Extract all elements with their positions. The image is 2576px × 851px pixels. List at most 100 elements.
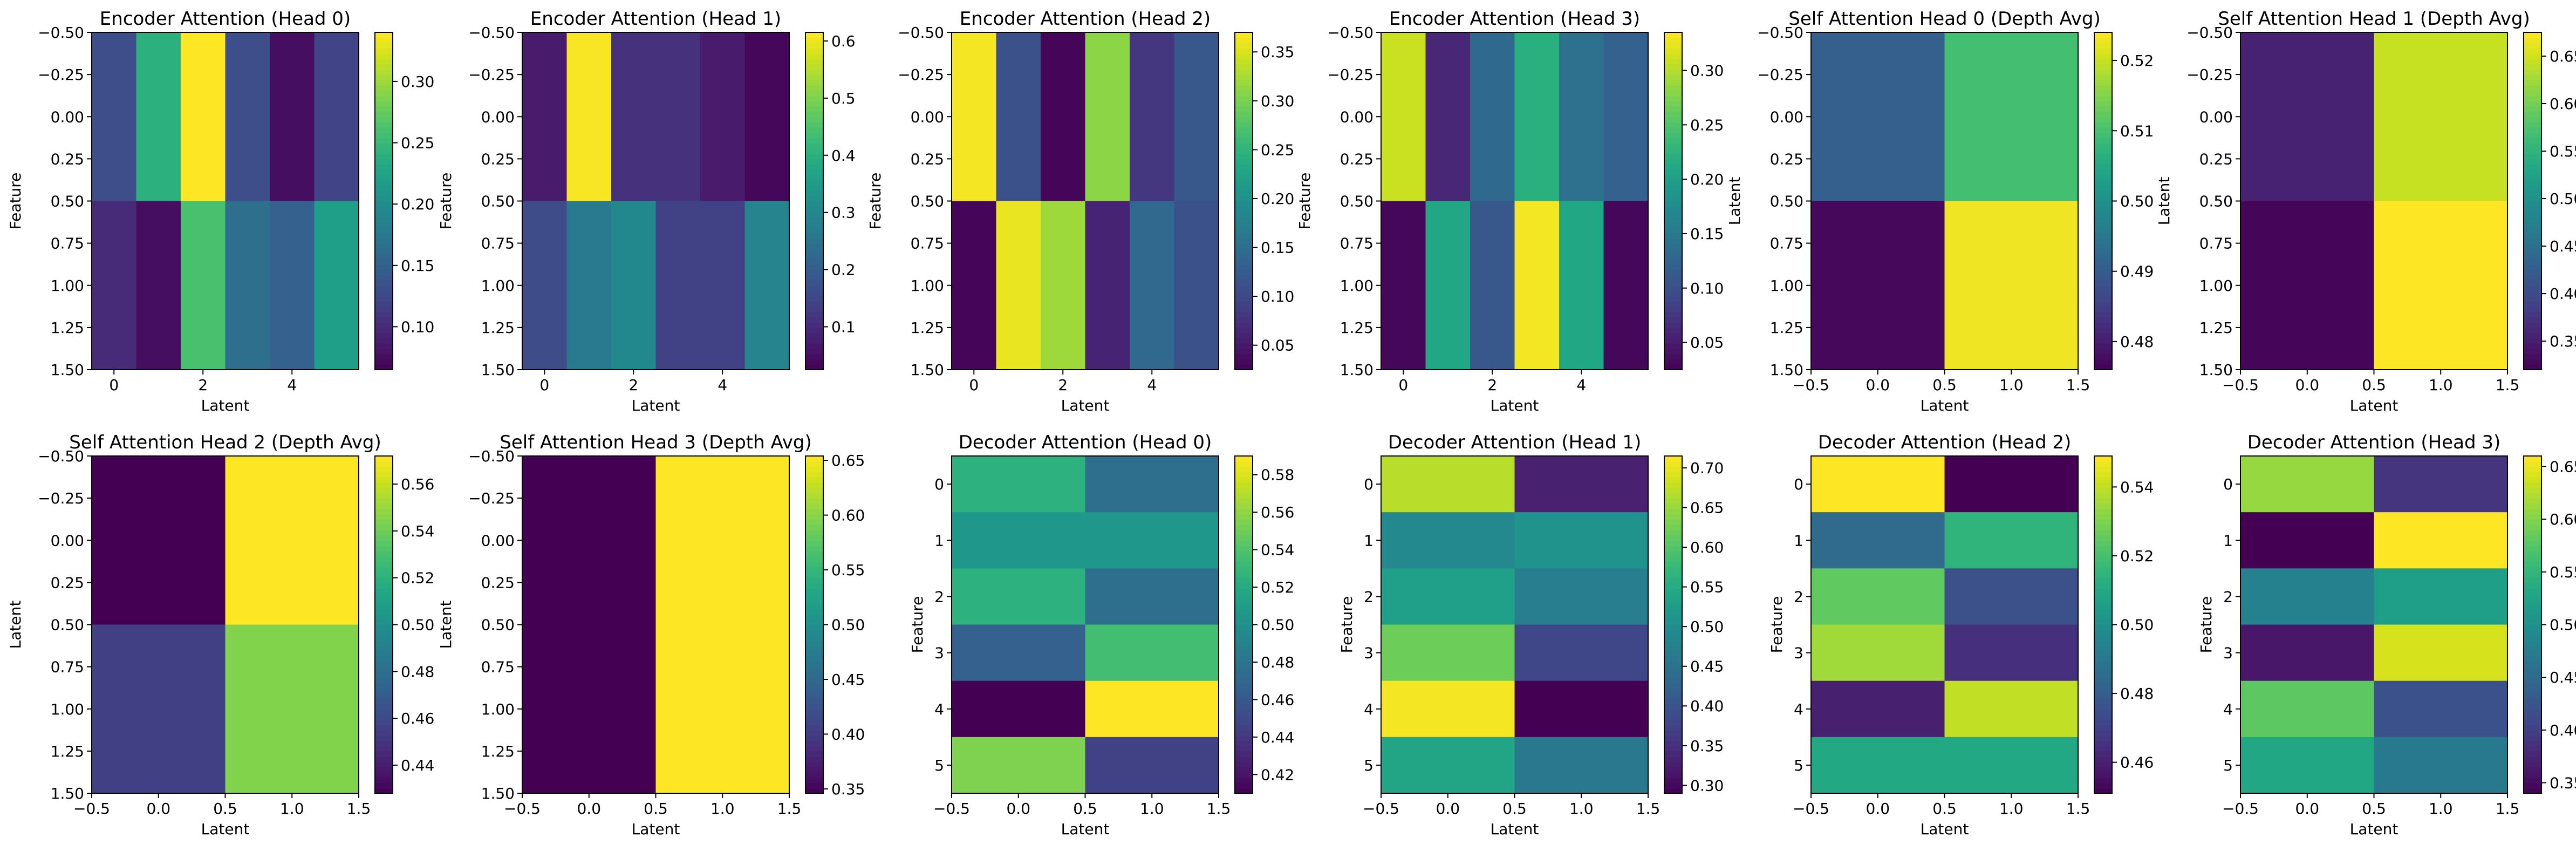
colorbar-tick-label: 0.35 <box>831 780 865 798</box>
heatmap-cell-5-1 <box>1085 737 1219 794</box>
x-tick-label: 0 <box>109 376 119 394</box>
y-tick-label: 0.25 <box>2199 150 2233 168</box>
colorbar-segment <box>1664 258 1682 265</box>
colorbar-segment <box>1235 514 1253 520</box>
colorbar-segment <box>1235 258 1253 265</box>
heatmap-cell-2-1 <box>1514 568 1649 625</box>
x-tick-label: 4 <box>718 376 727 394</box>
colorbar-segment <box>2524 280 2541 286</box>
y-tick-label: −0.50 <box>38 24 84 42</box>
colorbar-segment <box>2094 169 2112 175</box>
colorbar-tick-label: 0.50 <box>401 616 434 634</box>
heatmap-cell-3-1 <box>2374 624 2508 682</box>
colorbar-segment <box>375 148 393 154</box>
colorbar-segment <box>805 619 823 625</box>
colorbar-segment <box>1664 714 1682 720</box>
colorbar-segment <box>1235 598 1253 604</box>
colorbar-tick-label: 0.60 <box>831 507 865 525</box>
colorbar-segment <box>805 567 823 573</box>
colorbar-segment <box>1664 703 1682 710</box>
x-axis-label: Latent <box>201 397 250 414</box>
colorbar-segment <box>1664 301 1682 307</box>
y-tick-label: 0.75 <box>51 658 84 676</box>
colorbar-segment <box>1664 74 1682 80</box>
colorbar-segment <box>375 85 393 91</box>
colorbar-segment <box>1664 588 1682 594</box>
colorbar-segment <box>1664 598 1682 604</box>
colorbar-tick-label: 0.65 <box>2550 47 2576 65</box>
colorbar: 0.05 0.10 0.15 0.20 0.25 0.30 0.35 <box>1234 32 1294 370</box>
colorbar-tick-label: 0.54 <box>2120 478 2154 496</box>
colorbar-segment <box>1664 582 1682 588</box>
y-tick-label: 0.75 <box>1770 235 1803 253</box>
panel-title: Decoder Attention (Head 1) <box>1388 432 1641 453</box>
y-tick-label: −0.50 <box>1327 24 1374 42</box>
y-tick-label: 0.50 <box>51 616 84 634</box>
colorbar-segment <box>2524 306 2541 312</box>
colorbar-segment <box>1235 609 1253 615</box>
colorbar-segment <box>2524 714 2541 720</box>
colorbar-segment <box>375 456 393 462</box>
colorbar-segment <box>805 714 823 720</box>
y-tick-label: 2 <box>2223 588 2233 605</box>
colorbar-segment <box>1664 79 1682 86</box>
colorbar-segment <box>375 514 393 520</box>
colorbar-tick-label: 0.50 <box>2550 190 2576 208</box>
colorbar-segment <box>805 269 823 275</box>
colorbar-tick-label: 0.46 <box>2120 754 2154 772</box>
colorbar-segment <box>1664 195 1682 202</box>
colorbar-segment <box>375 482 393 488</box>
colorbar-segment <box>375 761 393 767</box>
heatmap-cell-0-2 <box>1041 32 1086 202</box>
x-tick-label: 0.5 <box>2362 800 2386 818</box>
colorbar-segment <box>2094 180 2112 186</box>
colorbar-segment <box>2094 561 2112 567</box>
colorbar-segment <box>1235 735 1253 741</box>
colorbar-segment <box>2094 577 2112 583</box>
heatmap-cell-1-5 <box>314 201 359 370</box>
colorbar-segment <box>1235 603 1253 609</box>
x-tick-label: 0.5 <box>1932 376 1957 394</box>
y-tick-label: 0.50 <box>2199 193 2233 210</box>
colorbar-segment <box>805 651 823 657</box>
colorbar-segment <box>1235 43 1253 49</box>
colorbar-segment <box>1235 619 1253 625</box>
colorbar-segment <box>2094 666 2112 673</box>
panel-title: Encoder Attention (Head 2) <box>960 8 1211 30</box>
colorbar-segment <box>1664 677 1682 683</box>
colorbar-segment <box>2524 524 2541 530</box>
colorbar-segment <box>1235 772 1253 778</box>
heatmap-cell-2-1 <box>1085 568 1219 625</box>
colorbar-segment <box>375 498 393 504</box>
colorbar-tick-label: 0.58 <box>1261 466 1294 484</box>
colorbar-segment <box>2094 761 2112 767</box>
colorbar-segment <box>805 582 823 588</box>
heatmap-panel-9: Decoder Attention (Head 0) −0.5 0.0 0.5 1.0 1… <box>908 432 1294 838</box>
y-tick-label: −0.25 <box>468 489 515 507</box>
heatmap-cell-0-1 <box>1085 456 1219 513</box>
heatmap-cell-0-0 <box>1811 32 1945 202</box>
colorbar-segment <box>1235 185 1253 191</box>
colorbar-tick-label: 0.35 <box>1690 737 1724 755</box>
heatmap-cell-4-0 <box>2240 680 2375 738</box>
heatmap-panel-12: Decoder Attention (Head 3) −0.5 0.0 0.5 1.0 1… <box>2197 432 2576 838</box>
colorbar-segment <box>2094 111 2112 117</box>
x-tick-label: 2 <box>1487 376 1497 394</box>
colorbar-segment <box>1235 698 1253 704</box>
colorbar-segment <box>1664 348 1682 355</box>
colorbar-segment <box>1235 788 1253 794</box>
colorbar-segment <box>1664 190 1682 196</box>
colorbar-segment <box>2524 64 2541 70</box>
colorbar-segment <box>805 90 823 96</box>
colorbar: 0.35 0.40 0.45 0.50 0.55 0.60 0.65 <box>2523 455 2576 794</box>
colorbar-tick-label: 0.54 <box>401 522 434 540</box>
colorbar-segment <box>2094 201 2112 207</box>
colorbar-tick-label: 0.60 <box>2550 95 2576 113</box>
colorbar-tick-label: 0.10 <box>1261 288 1294 305</box>
colorbar-segment <box>1664 635 1682 641</box>
colorbar-segment <box>1664 687 1682 694</box>
colorbar-segment <box>2524 37 2541 44</box>
colorbar-tick-label: 0.45 <box>2550 237 2576 255</box>
heatmap-cell-1-0 <box>952 201 997 370</box>
colorbar-segment <box>375 138 393 144</box>
